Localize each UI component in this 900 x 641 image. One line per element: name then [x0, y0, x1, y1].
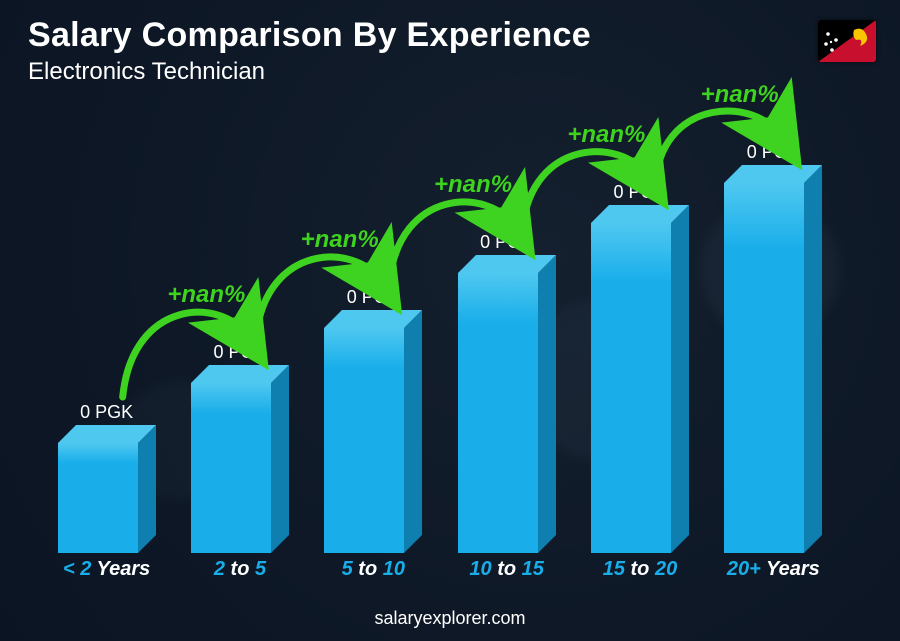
x-axis-label: 15 to 20 [573, 558, 706, 581]
bar-value-label: 0 PGK [80, 402, 133, 423]
bar-2: 0 PGK [307, 287, 440, 553]
bar-4: 0 PGK [573, 182, 706, 553]
bar-3: 0 PGK [440, 232, 573, 553]
bar-3d [324, 310, 422, 553]
x-axis-label: 20+ Years [707, 558, 840, 581]
bar-value-label: 0 PGK [747, 142, 800, 163]
x-axis-label: < 2 Years [40, 558, 173, 581]
bar-5: 0 PGK [707, 142, 840, 553]
x-axis-label: 10 to 15 [440, 558, 573, 581]
bar-value-label: 0 PGK [347, 287, 400, 308]
bar-3d [458, 255, 556, 553]
delta-label: +nan% [701, 81, 779, 108]
x-axis-label: 2 to 5 [173, 558, 306, 581]
bar-3d [191, 365, 289, 553]
chart-subtitle: Electronics Technician [28, 58, 265, 86]
bar-0: 0 PGK [40, 402, 173, 553]
bar-3d [591, 205, 689, 553]
bar-3d [724, 165, 822, 553]
country-flag-png [818, 20, 876, 62]
bar-1: 0 PGK [173, 342, 306, 553]
chart-canvas: Salary Comparison By Experience Electron… [0, 0, 900, 641]
bar-chart: 0 PGK0 PGK0 PGK0 PGK0 PGK0 PGK < 2 Years… [40, 150, 840, 581]
footer-source: salaryexplorer.com [0, 608, 900, 629]
bar-value-label: 0 PGK [480, 232, 533, 253]
bar-value-label: 0 PGK [213, 342, 266, 363]
delta-label: +nan% [567, 121, 645, 148]
bar-3d [58, 425, 156, 553]
bar-value-label: 0 PGK [613, 182, 666, 203]
x-axis-label: 5 to 10 [307, 558, 440, 581]
chart-title: Salary Comparison By Experience [28, 18, 591, 54]
